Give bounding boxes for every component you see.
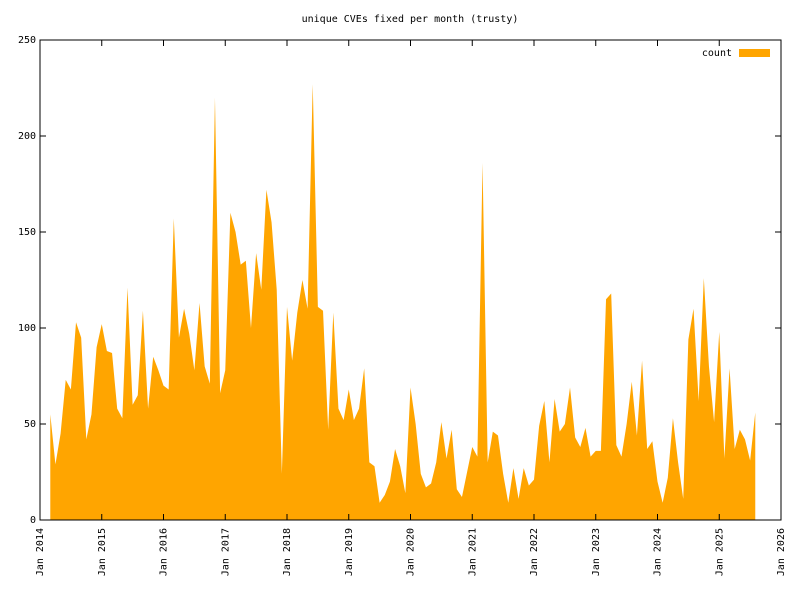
x-tick-label: Jan 2026 [776,528,787,576]
x-tick-label: Jan 2014 [35,528,46,576]
x-tick-label: Jan 2016 [159,528,170,576]
x-tick-label: Jan 2018 [282,528,293,576]
y-tick-label: 200 [18,131,36,142]
x-tick-label: Jan 2024 [653,528,664,576]
y-tick-label: 150 [18,227,36,238]
area [50,84,756,520]
legend-swatch [739,49,770,57]
x-tick-label: Jan 2019 [344,528,355,576]
x-tick-label: Jan 2022 [529,528,540,576]
y-tick-label: 100 [18,323,36,334]
x-tick-label: Jan 2021 [467,528,478,576]
x-tick-label: Jan 2025 [714,528,725,576]
legend-label: count [702,48,732,59]
x-tick-label: Jan 2015 [97,528,108,576]
chart-title: unique CVEs fixed per month (trusty) [302,14,519,25]
x-tick-label: Jan 2023 [591,528,602,576]
y-tick-label: 250 [18,35,36,46]
x-tick-label: Jan 2020 [406,528,417,576]
x-tick-label: Jan 2017 [220,528,231,576]
y-tick-label: 50 [24,419,36,430]
y-tick-label: 0 [30,515,36,526]
